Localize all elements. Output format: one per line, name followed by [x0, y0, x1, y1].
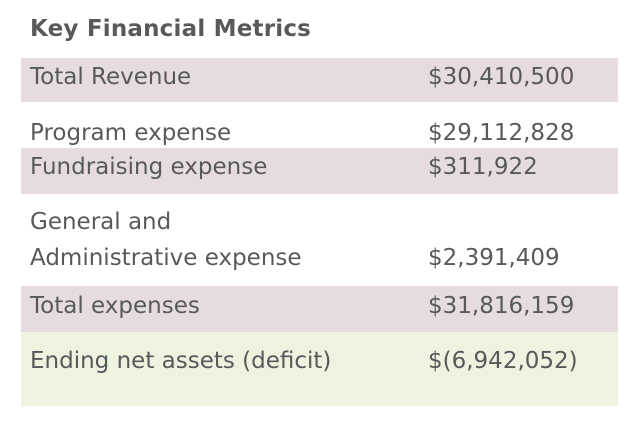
row-label: General and Administrative expense: [30, 204, 302, 276]
row-spacer: [21, 102, 618, 110]
table-row-total-revenue: Total Revenue $30,410,500: [21, 58, 618, 102]
table-row-program-expense: Program expense $29,112,828: [21, 110, 618, 148]
row-value: $31,816,159: [428, 293, 575, 319]
row-label: Program expense: [30, 120, 232, 146]
table-row-fundraising-expense: Fundraising expense $311,922: [21, 148, 618, 194]
row-label-line-2: Administrative expense: [30, 245, 302, 271]
financial-metrics-table: Total Revenue $30,410,500 Program expens…: [21, 58, 618, 406]
row-value: $2,391,409: [428, 245, 560, 271]
table-row-total-expenses: Total expenses $31,816,159: [21, 286, 618, 332]
row-value: $311,922: [428, 154, 538, 180]
row-label: Fundraising expense: [30, 154, 268, 180]
row-label-line-1: General and: [30, 209, 172, 235]
row-label: Total expenses: [30, 293, 200, 319]
row-value: $(6,942,052): [428, 348, 578, 374]
table-title: Key Financial Metrics: [30, 16, 312, 42]
row-value: $29,112,828: [428, 120, 575, 146]
row-label: Total Revenue: [30, 64, 192, 90]
row-label: Ending net assets (deficit): [30, 348, 332, 374]
table-row-ending-net-assets: Ending net assets (deficit) $(6,942,052): [21, 332, 618, 406]
row-value: $30,410,500: [428, 64, 575, 90]
table-row-general-administrative-expense: General and Administrative expense $2,39…: [21, 194, 618, 286]
